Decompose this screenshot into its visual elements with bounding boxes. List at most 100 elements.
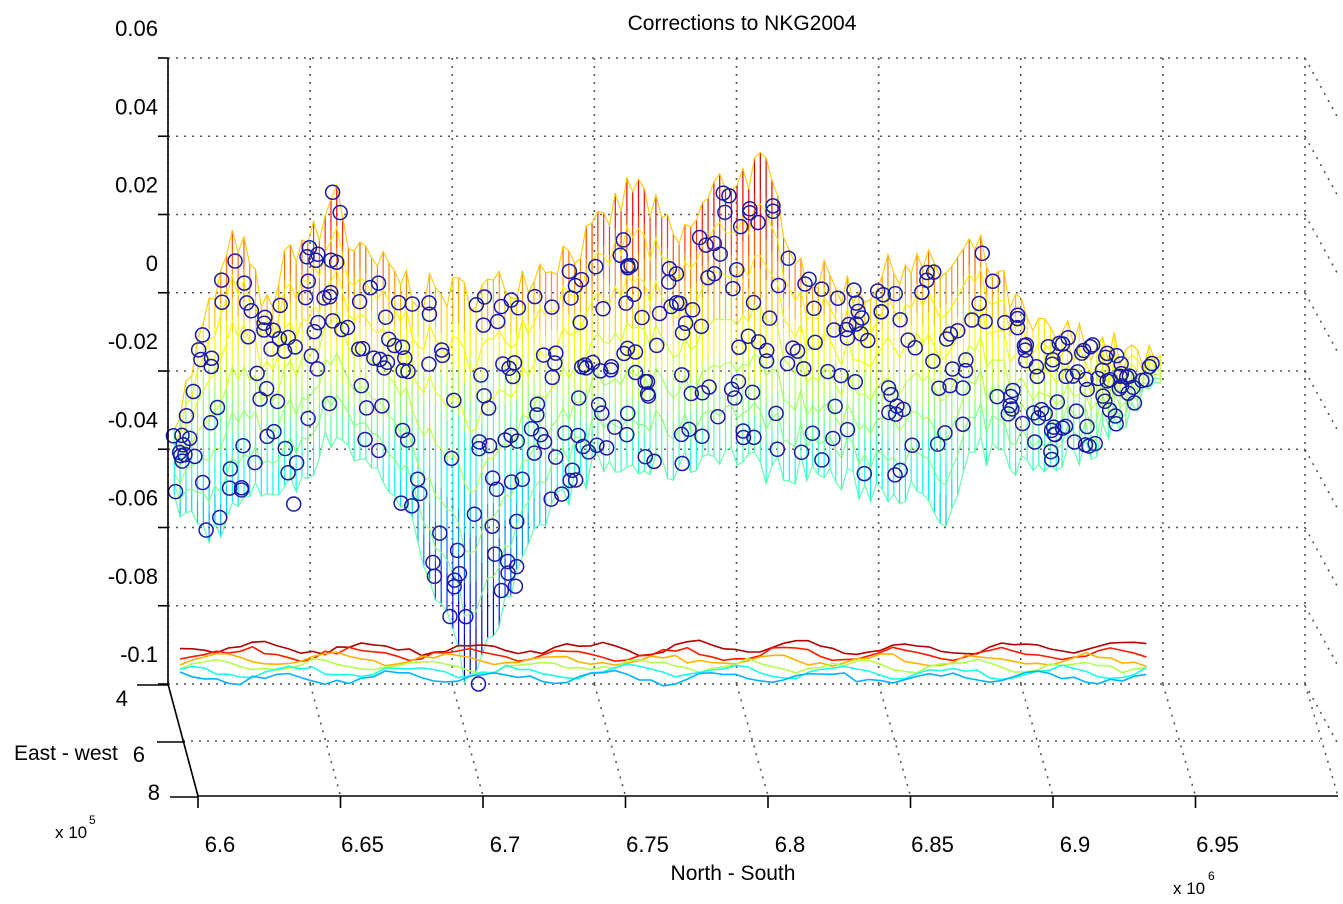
scatter-marker xyxy=(321,289,338,305)
scatter-marker xyxy=(938,331,955,347)
scatter-marker xyxy=(468,297,485,313)
scatter-marker xyxy=(443,450,460,467)
grid-line-floor xyxy=(451,683,484,797)
scatter-marker xyxy=(536,434,553,450)
scatter-marker xyxy=(497,432,513,448)
contour-line xyxy=(179,651,1147,668)
scatter-marker xyxy=(1075,342,1092,359)
scatter-marker xyxy=(770,277,787,294)
scatter-marker xyxy=(328,254,345,270)
contour-line xyxy=(179,663,1147,681)
scatter-marker xyxy=(830,290,846,306)
scatter-marker xyxy=(332,204,348,221)
scatter-marker xyxy=(1045,419,1062,435)
scatter-marker xyxy=(964,312,980,328)
scatter-marker xyxy=(634,309,650,326)
scatter-marker xyxy=(310,246,326,262)
scatter-marker xyxy=(1017,352,1034,369)
scatter-marker xyxy=(725,280,741,297)
scatter-marker xyxy=(202,415,219,431)
scatter-marker xyxy=(1054,420,1071,436)
scatter-marker xyxy=(892,462,908,479)
scatter-marker xyxy=(376,360,393,376)
scatter-marker xyxy=(269,393,286,410)
scatter-marker xyxy=(668,266,685,282)
scatter-marker xyxy=(570,390,587,406)
scatter-marker xyxy=(801,271,817,287)
scatter-marker xyxy=(715,185,731,201)
scatter-marker xyxy=(742,201,758,217)
scatter-marker xyxy=(825,430,841,447)
scatter-marker xyxy=(489,313,506,330)
scatter-marker xyxy=(594,405,610,421)
scatter-marker xyxy=(394,339,411,356)
scatter-marker xyxy=(728,261,745,278)
scatter-marker xyxy=(470,676,487,692)
scatter-marker xyxy=(618,295,634,311)
scatter-marker xyxy=(263,341,279,357)
scatter-marker xyxy=(587,258,604,275)
z-tick-label: 0.06 xyxy=(115,16,158,41)
scatter-marker xyxy=(564,462,581,479)
scatter-marker xyxy=(1005,382,1021,399)
scatter-marker xyxy=(1101,402,1118,418)
scatter-marker xyxy=(324,184,341,201)
grid-line-side xyxy=(1304,370,1339,432)
surface-mesh-strand xyxy=(173,381,1161,685)
scatter-marker xyxy=(390,294,407,311)
grid-line-side xyxy=(1304,214,1339,275)
scatter-marker xyxy=(765,203,781,220)
scatter-marker xyxy=(1065,368,1081,384)
grid-line-floor xyxy=(593,683,627,797)
x-tick-label: 6.75 xyxy=(626,832,669,857)
scatter-marker xyxy=(209,399,226,416)
grid-line-floor xyxy=(1019,683,1054,797)
scatter-marker xyxy=(674,325,691,341)
scatter-marker xyxy=(847,374,863,390)
scatter-marker xyxy=(1033,401,1050,418)
scatter-marker xyxy=(710,408,726,425)
scatter-marker xyxy=(351,341,367,357)
scatter-marker xyxy=(1094,362,1111,379)
x-tick-label: 6.7 xyxy=(490,832,521,857)
scatter-marker xyxy=(214,294,230,310)
scatter-marker xyxy=(1068,403,1085,419)
scatter-marker xyxy=(377,309,394,325)
grid-line-floor xyxy=(1162,683,1197,797)
scatter-marker xyxy=(187,448,203,465)
scatter-marker xyxy=(768,405,784,422)
scatter-marker xyxy=(677,315,694,332)
scatter-marker xyxy=(203,358,219,375)
x-multiplier-base: x 10 xyxy=(1173,879,1205,898)
y-tick-label: 4 xyxy=(116,686,128,711)
scatter-marker xyxy=(731,339,747,356)
scatter-marker xyxy=(1113,356,1129,372)
scatter-marker xyxy=(514,471,531,488)
grid-line-side xyxy=(1304,527,1339,588)
scatter-marker xyxy=(795,360,812,377)
scatter-marker xyxy=(761,310,778,326)
scatter-marker xyxy=(984,273,1001,290)
scatter-marker xyxy=(1044,356,1061,372)
scatter-marker xyxy=(648,337,665,354)
scatter-marker xyxy=(758,342,775,359)
scatter-marker xyxy=(765,198,781,214)
scatter-marker xyxy=(698,237,714,253)
scatter-marker xyxy=(432,525,448,541)
scatter-marker xyxy=(203,350,220,367)
scatter-marker xyxy=(758,353,775,369)
scatter-marker xyxy=(627,364,644,381)
scatter-marker xyxy=(509,433,526,449)
scatter-marker xyxy=(887,285,903,302)
y-axis-label: East - west xyxy=(14,742,118,765)
scatter-marker xyxy=(484,518,501,534)
scatter-marker xyxy=(446,392,462,409)
x-axis-label: North - South xyxy=(671,862,796,885)
scatter-marker xyxy=(553,486,570,502)
scatter-marker xyxy=(1044,451,1060,468)
grid-line-floor xyxy=(309,683,342,797)
scatter-marker xyxy=(235,437,251,454)
scatter-marker xyxy=(1144,355,1160,372)
scatter-marker xyxy=(846,282,862,298)
scatter-marker xyxy=(174,427,190,444)
